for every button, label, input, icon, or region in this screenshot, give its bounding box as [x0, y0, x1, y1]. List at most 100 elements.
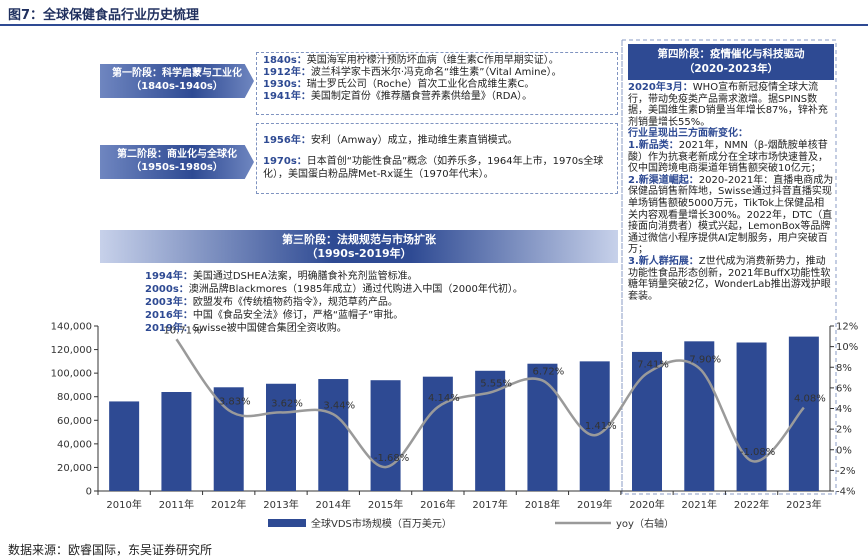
title-rule [0, 24, 868, 26]
bar [266, 383, 296, 491]
item-text: 欧盟发布《传统植物药指令》，规范草药产品。 [192, 297, 398, 308]
stage-title: 第二阶段：商业化与全球化 [117, 149, 237, 160]
y2-tick-label: -4% [836, 487, 855, 498]
bar [213, 387, 244, 491]
stage-period: （1840s-1940s） [131, 81, 223, 92]
x-tick-label: 2010年 [106, 498, 141, 511]
item-label: 1941年： [263, 91, 311, 102]
item-text: Swisse被中国健合集团全资收购。 [192, 323, 347, 334]
stage-item: 2.新渠道崛起：2020-2021年：直播电商成为保健品销售新阵地，Swisse… [628, 175, 834, 256]
stage-title: 第三阶段：法规规范与市场扩张 [282, 233, 436, 246]
y2-tick-label: -2% [836, 466, 855, 477]
item-text: 美国通过DSHEA法案，明确膳食补充剂监管标准。 [192, 271, 418, 282]
stage-box: 1956年：安利（Amway）成立，推动维生素直销模式。 1970s：日本首创“… [256, 123, 618, 194]
data-label: 3.62% [271, 398, 303, 409]
y2-tick-label: 2% [836, 425, 852, 436]
item-text: 英国海军用柠檬汁预防坏血病（维生素C作用早期实证）。 [306, 55, 559, 66]
stage-item: 1912年：波兰科学家卡西米尔·冯克命名“维生素”（Vital Amine）。 [263, 67, 611, 79]
legend-label: 全球VDS市场规模（百万美元） [311, 517, 452, 530]
data-label: 10.71% [163, 325, 201, 336]
y2-tick-label: 0% [836, 445, 852, 456]
x-tick-label: 2017年 [472, 498, 507, 511]
item-label: 1956年： [263, 135, 311, 146]
x-tick-label: 2021年 [682, 498, 717, 511]
y-tick-label: 0 [86, 487, 92, 498]
stage-item: 3.新人群拓展：Z世代成为消费新势力，推动功能性食品形态创新，2021年Buff… [628, 256, 834, 302]
item-text: 波兰科学家卡西米尔·冯克命名“维生素”（Vital Amine）。 [310, 67, 562, 78]
stage-header: 第四阶段：疫情催化与科技驱动 （2020-2023年） [628, 44, 834, 80]
item-label: 1912年： [263, 67, 311, 78]
bar [527, 363, 558, 491]
bar [370, 380, 401, 491]
y-tick-label: 140,000 [51, 322, 92, 333]
x-tick-label: 2011年 [159, 498, 194, 511]
chart-title: 图7：全球保健食品行业历史梳理 [8, 8, 200, 23]
item-text: 2020-2021年：直播电商成为保健品销售新阵地，Swisse通过抖音直播实现… [628, 174, 834, 256]
stage-period: （1990s-2019年） [306, 247, 412, 260]
item-label: 2000s： [145, 284, 189, 295]
item-label: 2019年： [145, 323, 193, 334]
item-text: 2021年，NMN（β-烟酰胺单核苷酸）作为抗衰老新成分在全球市场快速普及，仅中… [628, 139, 828, 175]
y2-tick-label: 4% [836, 404, 852, 415]
x-tick-label: 2023年 [786, 498, 821, 511]
bar [161, 392, 192, 491]
bar [736, 342, 767, 491]
bar [788, 336, 819, 491]
item-text: 中国《食品安全法》修订，严格“蓝帽子”审批。 [192, 310, 404, 321]
stage-ribbon: 第二阶段：商业化与全球化 （1950s-1980s） [100, 145, 254, 179]
x-tick-label: 2022年 [734, 498, 769, 511]
data-label: 4.14% [428, 393, 460, 404]
item-text: 瑞士罗氏公司（Roche）首次工业化合成维生素C。 [306, 79, 535, 90]
item-label: 2003年： [145, 297, 193, 308]
item-text: WHO宣布新冠疫情全球大流行，带动免疫类产品需求激增。据SPINS数据，美国维生… [628, 82, 828, 128]
stage-item: 1941年：美国制定首份《推荐膳食营养素供给量》（RDA）。 [263, 91, 611, 103]
y-tick-label: 20,000 [57, 463, 92, 474]
line [175, 338, 805, 469]
stage-body: 1994年：美国通过DSHEA法案，明确膳食补充剂监管标准。 2000s：澳洲品… [145, 270, 615, 335]
x-tick-label: 2015年 [368, 498, 403, 511]
item-label: 3.新人群拓展： [628, 255, 699, 267]
data-label: 7.41% [637, 359, 669, 370]
x-tick-label: 2012年 [211, 498, 246, 511]
y-tick-label: 100,000 [51, 369, 92, 380]
bar [684, 341, 715, 491]
y-tick-label: 60,000 [57, 416, 92, 427]
bar [318, 379, 349, 491]
x-tick-label: 2013年 [263, 498, 298, 511]
y2-tick-label: 8% [836, 363, 852, 374]
item-label: 2020年3月： [628, 82, 693, 93]
stage-item: 1994年：美国通过DSHEA法案，明确膳食补充剂监管标准。 [145, 270, 615, 283]
bar [475, 370, 506, 491]
data-label: 7.90% [689, 354, 721, 365]
y2-tick-label: 12% [836, 322, 858, 333]
item-text: Z世代成为消费新势力，推动功能性食品形态创新，2021年BuffX功能性软糖年销… [628, 255, 831, 302]
stage-item: 2019年：Swisse被中国健合集团全资收购。 [145, 322, 615, 335]
x-tick-label: 2018年 [525, 498, 560, 511]
item-label: 1.新品类： [628, 139, 679, 151]
stage-subheading: 行业呈现出三方面新变化： [628, 128, 748, 140]
stage-item: 1840s：英国海军用柠檬汁预防坏血病（维生素C作用早期实证）。 [263, 55, 611, 67]
item-label: 1970s： [263, 156, 307, 167]
legend-swatch [268, 519, 306, 527]
bar [579, 361, 610, 491]
x-tick-label: 2016年 [420, 498, 455, 511]
data-label: 3.44% [323, 400, 355, 411]
y2-tick-label: 10% [836, 342, 858, 353]
stage-body: 2020年3月：WHO宣布新冠疫情全球大流行，带动免疫类产品需求激增。据SPIN… [628, 82, 834, 302]
bar [632, 351, 662, 491]
stage-title: 第一阶段：科学启蒙与工业化 [112, 68, 242, 79]
stage-box: 1840s：英国海军用柠檬汁预防坏血病（维生素C作用早期实证）。 1912年：波… [256, 52, 618, 115]
stage-item: 1956年：安利（Amway）成立，推动维生素直销模式。 [263, 134, 611, 147]
y-tick-label: 40,000 [57, 439, 92, 450]
stage-item: 2000s：澳洲品牌Blackmores（1985年成立）通过代购进入中国（20… [145, 283, 615, 296]
stage-header: 第三阶段：法规规范与市场扩张 （1990s-2019年） [100, 230, 618, 263]
x-tick-label: 2020年 [629, 498, 664, 511]
y-tick-label: 120,000 [51, 345, 92, 356]
item-text: 澳洲品牌Blackmores（1985年成立）通过代购进入中国（2000年代初）… [188, 284, 523, 295]
data-label: 5.55% [480, 379, 512, 390]
stage-item: 1930s：瑞士罗氏公司（Roche）首次工业化合成维生素C。 [263, 79, 611, 91]
item-label: 1930s： [263, 79, 307, 90]
